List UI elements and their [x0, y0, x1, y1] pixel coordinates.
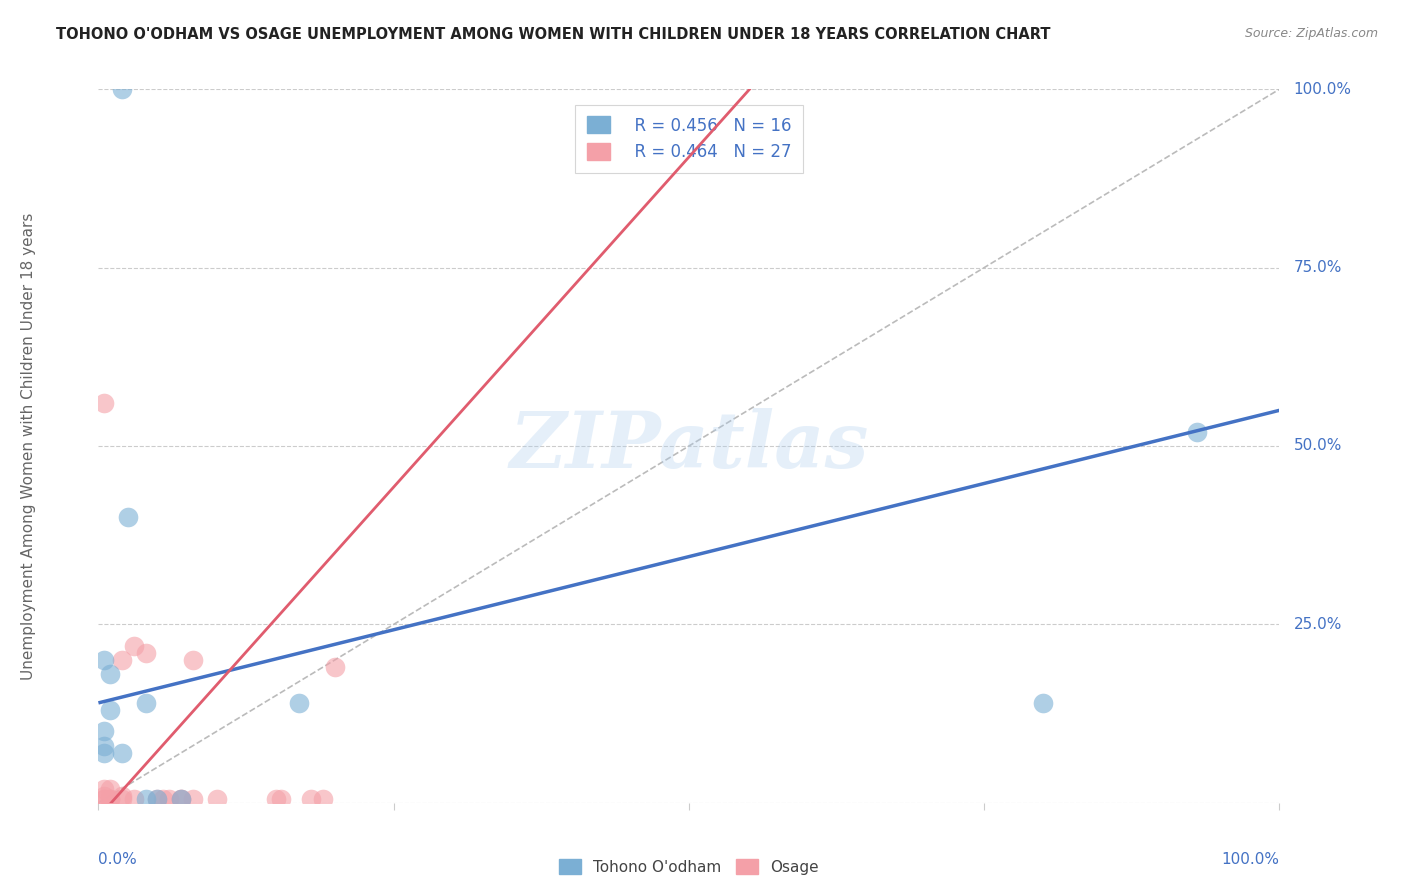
Point	[122, 792, 145, 806]
Text: 50.0%: 50.0%	[1294, 439, 1341, 453]
Point	[205, 792, 228, 806]
Point	[93, 724, 115, 739]
Text: Source: ZipAtlas.com: Source: ZipAtlas.com	[1244, 27, 1378, 40]
Point	[146, 792, 169, 806]
Point	[157, 792, 180, 806]
Point	[270, 792, 292, 806]
Point	[111, 746, 134, 760]
Point	[93, 396, 115, 410]
Point	[135, 792, 157, 806]
Point	[288, 696, 311, 710]
Point	[93, 739, 115, 753]
Point	[1185, 425, 1208, 439]
Point	[170, 792, 193, 806]
Point	[170, 792, 193, 806]
Point	[93, 789, 115, 803]
Point	[111, 792, 134, 806]
Text: 0.0%: 0.0%	[98, 852, 138, 867]
Point	[93, 746, 115, 760]
Point	[93, 792, 115, 806]
Point	[111, 653, 134, 667]
Point	[135, 696, 157, 710]
Point	[299, 792, 322, 806]
Point	[98, 792, 121, 806]
Point	[111, 82, 134, 96]
Text: TOHONO O'ODHAM VS OSAGE UNEMPLOYMENT AMONG WOMEN WITH CHILDREN UNDER 18 YEARS CO: TOHONO O'ODHAM VS OSAGE UNEMPLOYMENT AMO…	[56, 27, 1050, 42]
Point	[170, 792, 193, 806]
Point	[135, 646, 157, 660]
Point	[323, 660, 346, 674]
Text: 75.0%: 75.0%	[1294, 260, 1341, 275]
Point	[264, 792, 287, 806]
Text: Unemployment Among Women with Children Under 18 years: Unemployment Among Women with Children U…	[21, 212, 35, 680]
Point	[93, 792, 115, 806]
Point	[1032, 696, 1054, 710]
Text: 100.0%: 100.0%	[1222, 852, 1279, 867]
Point	[98, 792, 121, 806]
Point	[93, 653, 115, 667]
Text: 100.0%: 100.0%	[1294, 82, 1351, 96]
Point	[181, 792, 204, 806]
Point	[98, 781, 121, 796]
Point	[111, 789, 134, 803]
Point	[152, 792, 174, 806]
Point	[98, 667, 121, 681]
Text: 25.0%: 25.0%	[1294, 617, 1341, 632]
Point	[93, 781, 115, 796]
Point	[122, 639, 145, 653]
Point	[312, 792, 335, 806]
Point	[117, 510, 139, 524]
Point	[181, 653, 204, 667]
Text: ZIPatlas: ZIPatlas	[509, 408, 869, 484]
Point	[146, 792, 169, 806]
Point	[98, 703, 121, 717]
Legend: Tohono O'odham, Osage: Tohono O'odham, Osage	[553, 853, 825, 880]
